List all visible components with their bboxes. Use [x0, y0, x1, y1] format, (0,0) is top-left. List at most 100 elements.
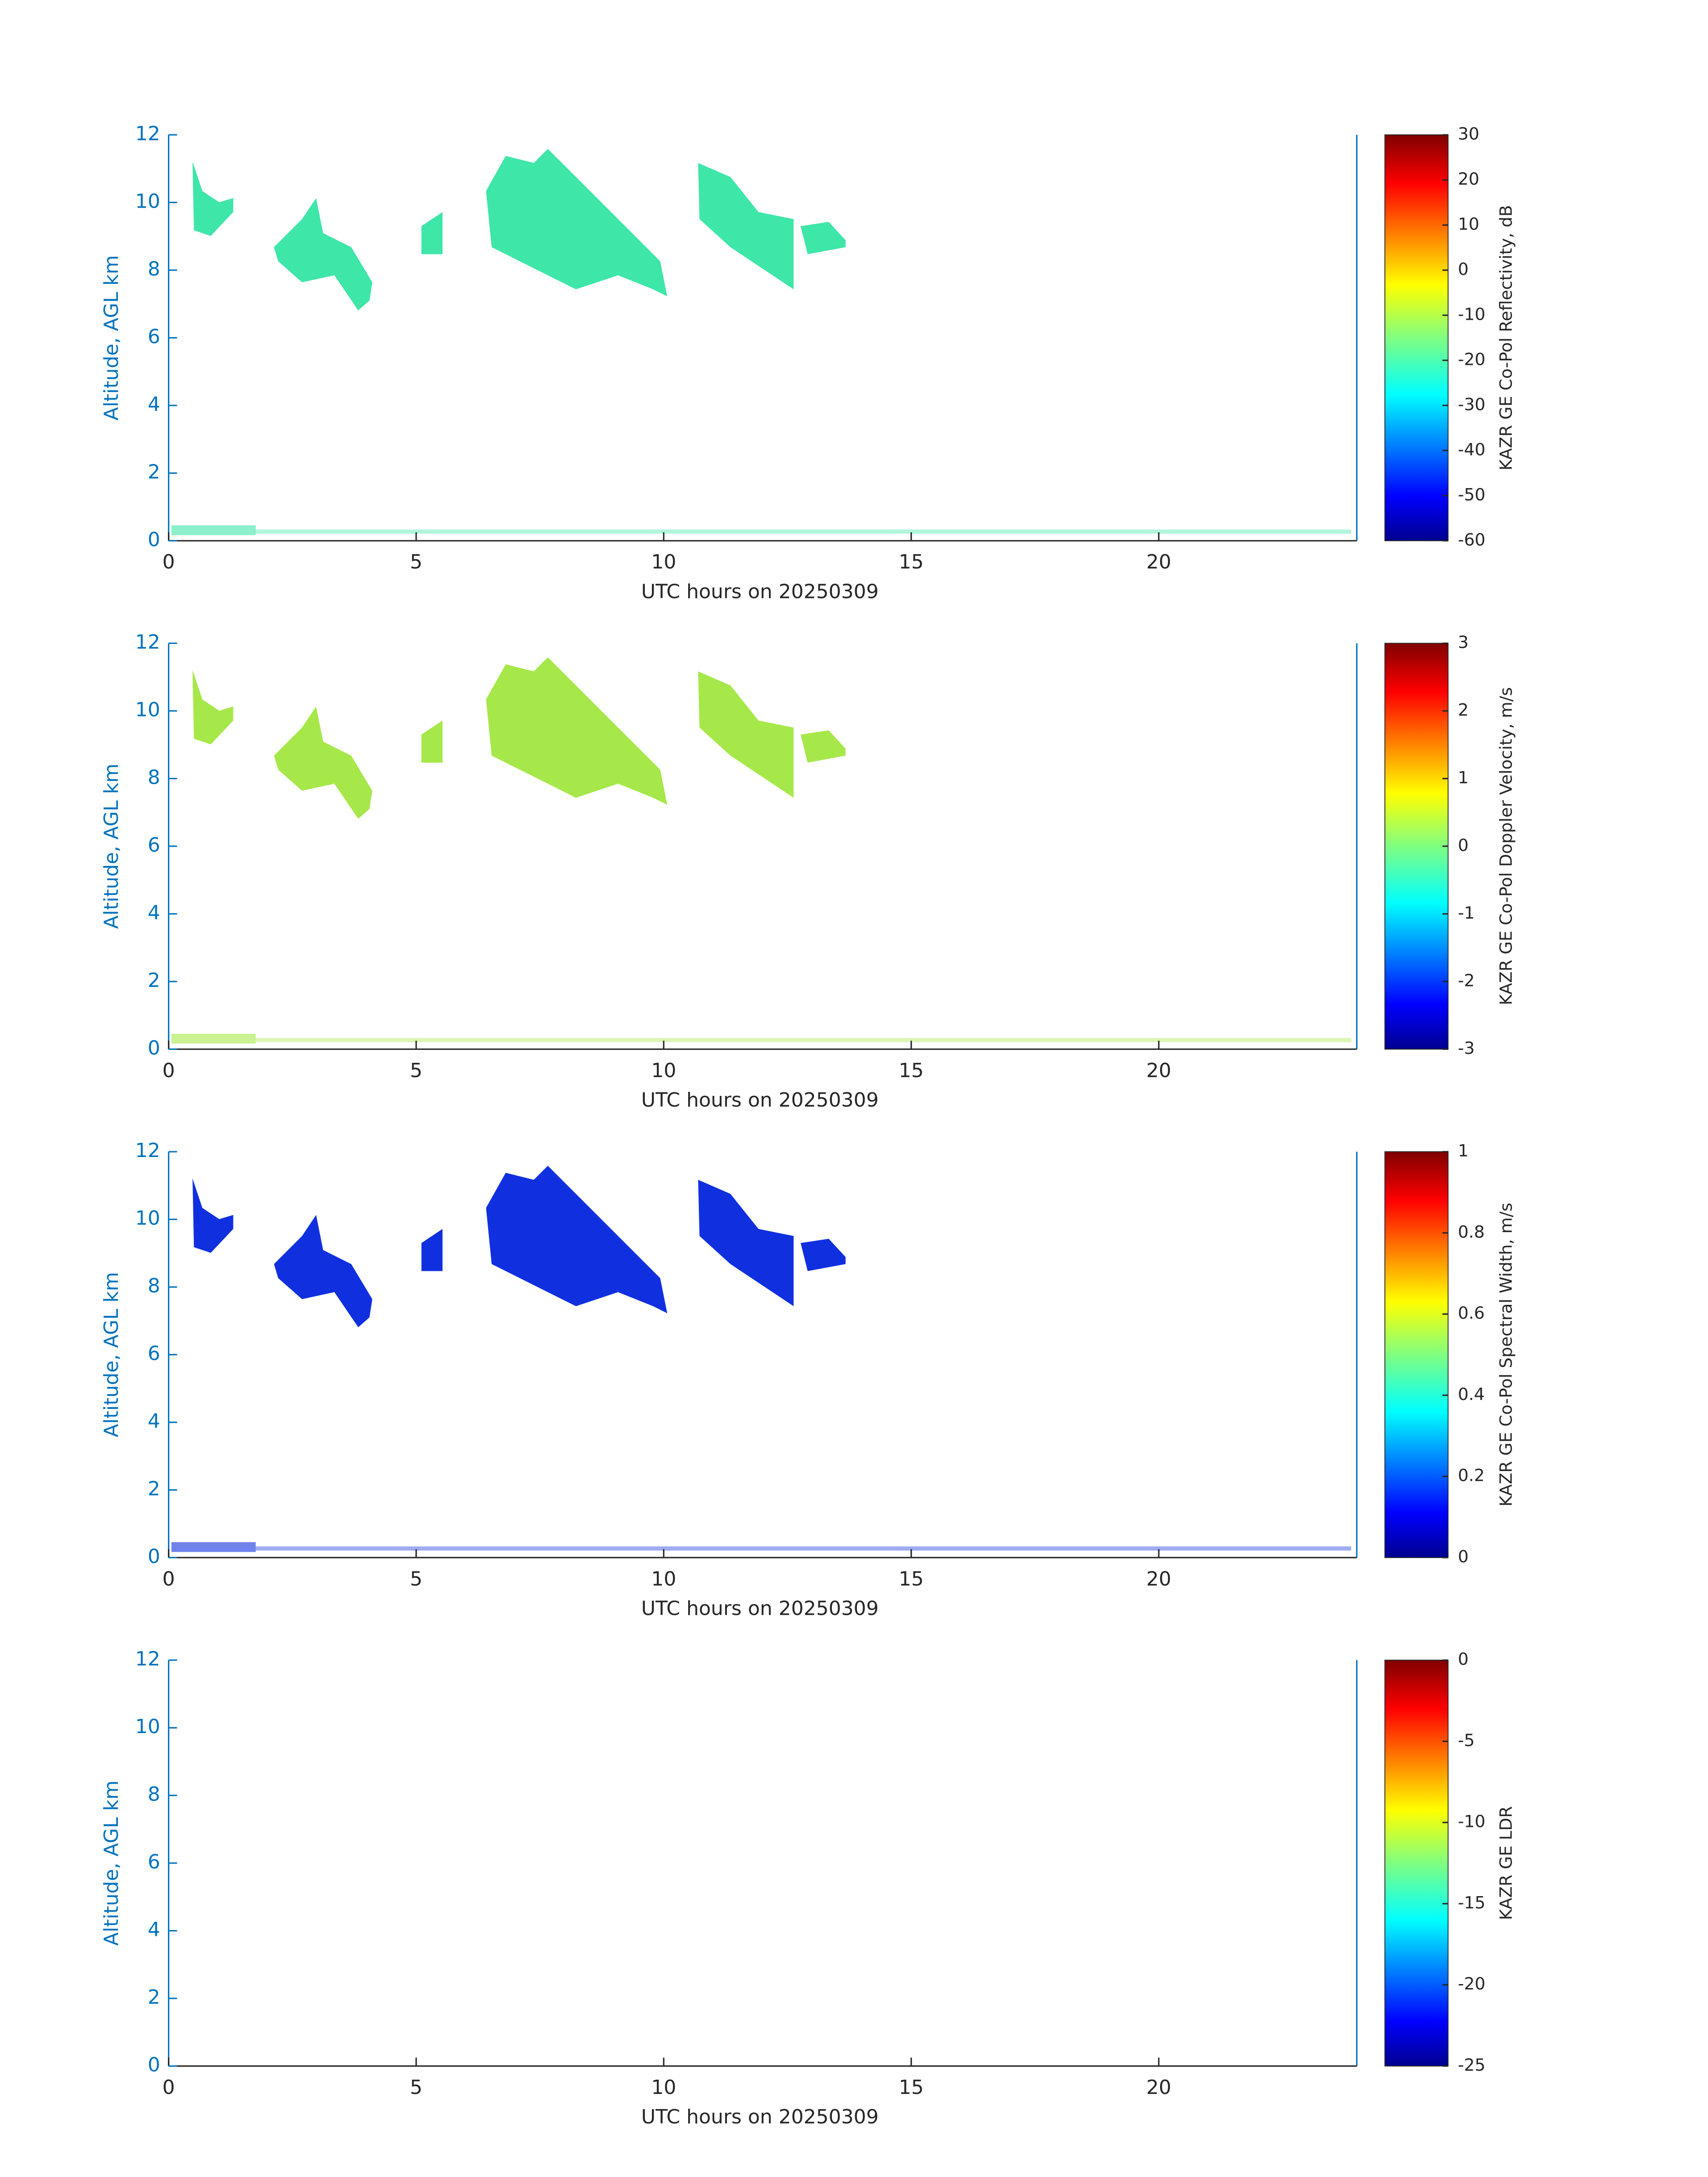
y-tick-label: 4: [148, 1410, 160, 1433]
colorbar-tick-label: 0.4: [1458, 1384, 1485, 1404]
y-tick-label: 4: [148, 393, 160, 416]
y-tick-label: 12: [135, 1139, 160, 1162]
colorbar-tick-label: -15: [1458, 1893, 1486, 1912]
x-tick-label: 10: [651, 1059, 676, 1082]
colorbar-tick-label: 2: [1458, 700, 1469, 719]
y-tick-label: 10: [135, 190, 160, 213]
y-tick-label: 0: [148, 528, 160, 551]
y-tick-label: 2: [148, 969, 160, 992]
y-tick-label: 12: [135, 122, 160, 145]
y-tick-label: 12: [135, 1648, 160, 1671]
y-tick-label: 8: [148, 258, 160, 280]
colorbar-tick-label: -2: [1458, 970, 1475, 990]
x-tick-label: 0: [163, 1059, 175, 1082]
colorbar-tick-label: 0.6: [1458, 1303, 1485, 1323]
x-tick-label: 5: [410, 1059, 422, 1082]
y-tick-label: 6: [148, 325, 160, 348]
x-tick-label: 10: [651, 551, 676, 573]
y-tick-label: 6: [148, 1851, 160, 1873]
colorbar-tick-label: -10: [1458, 1812, 1486, 1831]
x-tick-label: 15: [899, 1567, 924, 1590]
y-axis-label: Altitude, AGL km: [100, 1780, 123, 1946]
x-tick-label: 10: [651, 2076, 676, 2099]
x-tick-label: 20: [1146, 1059, 1171, 1082]
y-tick-label: 0: [148, 2054, 160, 2077]
y-axis-label: Altitude, AGL km: [100, 1272, 123, 1437]
x-tick-label: 5: [410, 551, 422, 573]
colorbar-tick-label: -5: [1458, 1730, 1475, 1750]
radar-echo: [171, 657, 1351, 1044]
colorbar-tick-label: 0: [1458, 1546, 1469, 1566]
colorbar-tick-label: 3: [1458, 632, 1469, 652]
y-tick-label: 10: [135, 1715, 160, 1738]
y-tick-label: 8: [148, 766, 160, 789]
colorbar-label: KAZR GE Co-Pol Doppler Velocity, m/s: [1496, 687, 1516, 1005]
x-tick-label: 0: [163, 2076, 175, 2099]
colorbar-tick-label: 20: [1458, 169, 1479, 188]
colorbar: [1384, 134, 1449, 541]
y-axis-label: Altitude, AGL km: [100, 764, 123, 929]
y-tick-label: 4: [148, 1918, 160, 1941]
y-tick-label: 0: [148, 1036, 160, 1059]
colorbar-tick-label: -3: [1458, 1038, 1475, 1058]
x-tick-label: 0: [163, 551, 175, 573]
y-tick-label: 10: [135, 1207, 160, 1230]
y-tick-label: 0: [148, 1545, 160, 1568]
y-tick-label: 4: [148, 901, 160, 924]
colorbar-tick-label: 10: [1458, 214, 1479, 234]
colorbar-label: KAZR GE Co-Pol Reflectivity, dB: [1496, 205, 1516, 470]
colorbar-tick-label: -50: [1458, 485, 1486, 504]
x-tick-label: 20: [1146, 1567, 1171, 1590]
y-tick-label: 2: [148, 1986, 160, 2009]
y-tick-label: 6: [148, 834, 160, 857]
x-tick-label: 15: [899, 551, 924, 573]
y-tick-label: 8: [148, 1783, 160, 1806]
panel: 0 5 10 15 20 0 2 4 6 8 10 12 UTC hours on 20250309 Al…: [100, 1648, 1516, 2128]
y-tick-label: 2: [148, 1477, 160, 1500]
x-tick-label: 5: [410, 1567, 422, 1590]
x-tick-label: 5: [410, 2076, 422, 2099]
colorbar-tick-label: 1: [1458, 768, 1469, 787]
x-tick-label: 20: [1146, 551, 1171, 573]
colorbar-tick-label: -60: [1458, 530, 1486, 549]
y-tick-label: 10: [135, 698, 160, 721]
colorbar: [1384, 1659, 1449, 2067]
colorbar-label: KAZR GE LDR: [1496, 1806, 1516, 1920]
x-axis-label: UTC hours on 20250309: [641, 1089, 879, 1111]
x-axis-label: UTC hours on 20250309: [641, 580, 879, 603]
y-tick-label: 6: [148, 1342, 160, 1365]
colorbar-tick-label: -10: [1458, 304, 1486, 324]
x-tick-label: 15: [899, 1059, 924, 1082]
colorbar-tick-label: -20: [1458, 349, 1486, 369]
colorbar: [1384, 643, 1449, 1050]
colorbar: [1384, 1151, 1449, 1558]
y-tick-label: 8: [148, 1274, 160, 1297]
colorbar-tick-label: -40: [1458, 439, 1486, 459]
radar-echo: [171, 1166, 1351, 1552]
colorbar-tick-label: 1: [1458, 1141, 1469, 1161]
colorbar-label: KAZR GE Co-Pol Spectral Width, m/s: [1496, 1203, 1516, 1506]
colorbar-tick-label: -30: [1458, 394, 1486, 414]
x-tick-label: 20: [1146, 2076, 1171, 2099]
colorbar-tick-label: 0: [1458, 259, 1469, 279]
y-tick-label: 2: [148, 460, 160, 483]
colorbar-tick-label: 30: [1458, 124, 1479, 143]
radar-echo: [171, 149, 1351, 535]
colorbar-tick-label: 0: [1458, 1649, 1469, 1669]
y-tick-label: 12: [135, 631, 160, 653]
x-tick-label: 0: [163, 1567, 175, 1590]
colorbar-tick-label: 0.8: [1458, 1222, 1485, 1241]
panel: 0 5 10 15 20 0 2 4 6 8 10 12 UTC hours on 20250309 Al…: [100, 122, 1516, 603]
colorbar-tick-label: 0.2: [1458, 1466, 1485, 1485]
x-axis-label: UTC hours on 20250309: [641, 2106, 879, 2128]
colorbar-tick-label: -1: [1458, 903, 1475, 923]
x-tick-label: 10: [651, 1567, 676, 1590]
colorbar-tick-label: 0: [1458, 835, 1469, 855]
x-tick-label: 15: [899, 2076, 924, 2099]
x-axis-label: UTC hours on 20250309: [641, 1597, 879, 1620]
colorbar-tick-label: -20: [1458, 1974, 1486, 1993]
y-axis-label: Altitude, AGL km: [100, 255, 123, 420]
